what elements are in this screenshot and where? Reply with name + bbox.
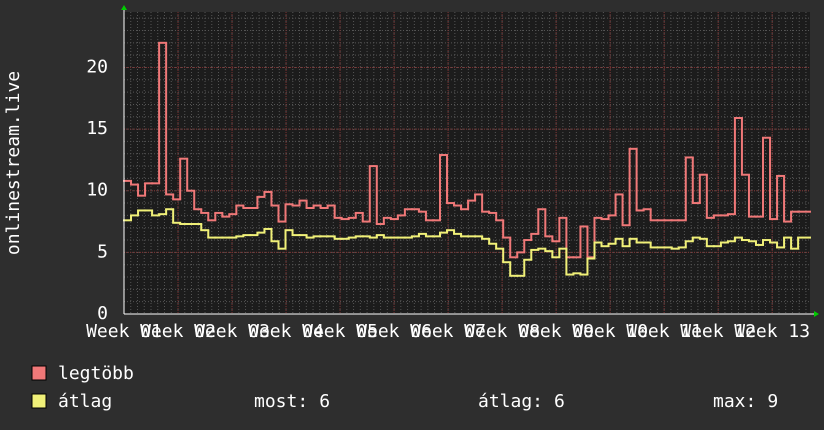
x-tick-label: Week 12	[680, 321, 756, 342]
x-tick-label: Week 07	[410, 321, 486, 342]
plot-area	[124, 12, 810, 314]
stat-value: 6	[319, 391, 330, 412]
x-tick-label: Week 03	[194, 321, 270, 342]
legend-label: legtöbb	[58, 363, 134, 384]
legend-label: átlag	[58, 391, 112, 412]
y-tick-label: 10	[86, 180, 108, 201]
stat: max: 9	[713, 391, 778, 412]
stat-label: most:	[254, 391, 308, 412]
y-tick-label: 20	[86, 56, 108, 77]
stat-label: átlag:	[478, 391, 543, 412]
y-tick-label: 5	[97, 241, 108, 262]
stat: átlag: 6	[478, 391, 565, 412]
x-tick-label: Week 13	[734, 321, 810, 342]
x-tick-label: Week 04	[248, 321, 324, 342]
y-tick-label: 0	[97, 303, 108, 324]
x-tick-label: Week 05	[302, 321, 378, 342]
y-tick-label: 15	[86, 118, 108, 139]
y-axis-arrow	[121, 5, 127, 10]
x-tick-label: Week 08	[464, 321, 540, 342]
stat-value: 6	[554, 391, 565, 412]
stat-value: 9	[767, 391, 778, 412]
x-tick-label: Week 06	[356, 321, 432, 342]
x-tick-label: Week 02	[140, 321, 216, 342]
x-axis-arrow	[814, 311, 819, 317]
x-tick-label: Week 09	[518, 321, 594, 342]
legend-swatch	[31, 393, 47, 409]
x-tick-label: Week 10	[572, 321, 648, 342]
legend-swatch	[31, 365, 47, 381]
stat: most: 6	[254, 391, 330, 412]
x-tick-label: Week 01	[86, 321, 162, 342]
stat-label: max:	[713, 391, 756, 412]
x-tick-label: Week 11	[626, 321, 702, 342]
y-axis-label: onlinestream.live	[3, 71, 24, 255]
